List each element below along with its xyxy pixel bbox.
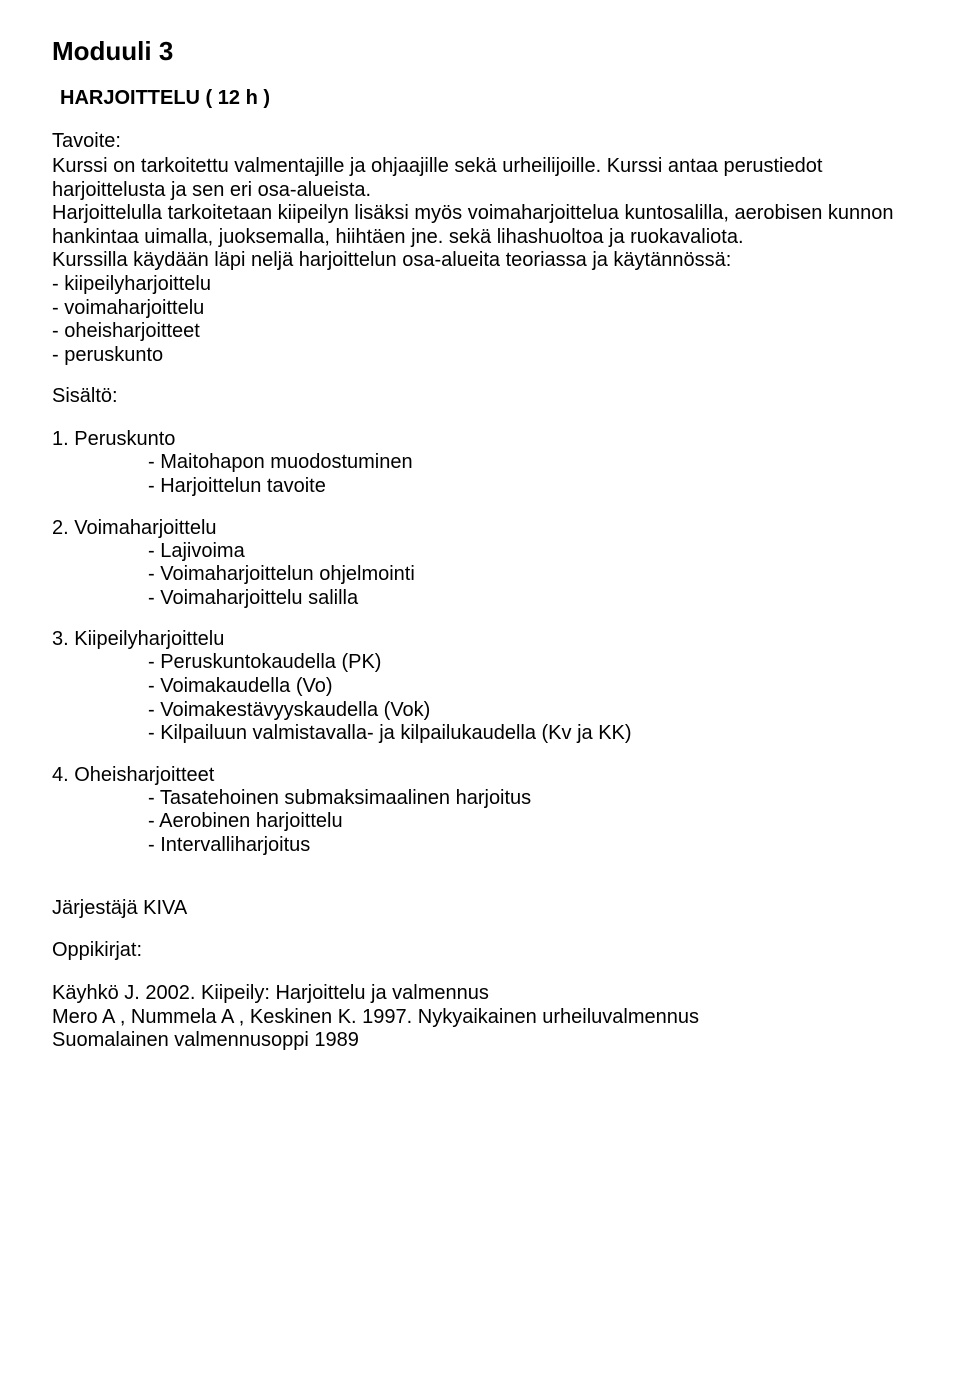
tavoite-label: Tavoite: xyxy=(52,130,908,153)
module-title: Moduuli 3 xyxy=(52,36,908,67)
tavoite-bullet: - voimaharjoittelu xyxy=(52,297,908,321)
section-4-item: - Tasatehoinen submaksimaalinen harjoitu… xyxy=(148,787,908,811)
section-3-item: - Kilpailuun valmistavalla- ja kilpailuk… xyxy=(148,722,908,746)
subject-title: HARJOITTELU ( 12 h ) xyxy=(60,87,908,110)
section-4-item: - Intervalliharjoitus xyxy=(148,834,908,858)
tavoite-paragraph-2: Harjoittelulla tarkoitetaan kiipeilyn li… xyxy=(52,202,908,249)
section-heading-3: 3. Kiipeilyharjoittelu xyxy=(52,628,908,651)
section-1-item: - Maitohapon muodostuminen xyxy=(148,451,908,475)
section-2-item: - Voimaharjoittelu salilla xyxy=(148,587,908,611)
section-heading-2: 2. Voimaharjoittelu xyxy=(52,517,908,540)
jarjestaja: Järjestäjä KIVA xyxy=(52,897,908,921)
sisalto-label: Sisältö: xyxy=(52,385,908,408)
oppikirja-line: Mero A , Nummela A , Keskinen K. 1997. N… xyxy=(52,1006,908,1030)
tavoite-bullet: - peruskunto xyxy=(52,344,908,368)
section-2-item: - Lajivoima xyxy=(148,540,908,564)
section-1-item: - Harjoittelun tavoite xyxy=(148,475,908,499)
page: Moduuli 3 HARJOITTELU ( 12 h ) Tavoite: … xyxy=(0,0,960,1113)
oppikirjat-label: Oppikirjat: xyxy=(52,939,908,962)
section-3-item: - Peruskuntokaudella (PK) xyxy=(148,651,908,675)
oppikirja-line: Käyhkö J. 2002. Kiipeily: Harjoittelu ja… xyxy=(52,982,908,1006)
section-3-item: - Voimakestävyyskaudella (Vok) xyxy=(148,699,908,723)
section-heading-4: 4. Oheisharjoitteet xyxy=(52,764,908,787)
section-3-item: - Voimakaudella (Vo) xyxy=(148,675,908,699)
section-heading-1: 1. Peruskunto xyxy=(52,428,908,451)
tavoite-bullet: - oheisharjoitteet xyxy=(52,320,908,344)
tavoite-paragraph-3: Kurssilla käydään läpi neljä harjoittelu… xyxy=(52,249,908,273)
section-4-item: - Aerobinen harjoittelu xyxy=(148,810,908,834)
section-2-item: - Voimaharjoittelun ohjelmointi xyxy=(148,563,908,587)
tavoite-paragraph-1: Kurssi on tarkoitettu valmentajille ja o… xyxy=(52,155,908,202)
tavoite-bullet: - kiipeilyharjoittelu xyxy=(52,273,908,297)
oppikirja-line: Suomalainen valmennusoppi 1989 xyxy=(52,1029,908,1053)
